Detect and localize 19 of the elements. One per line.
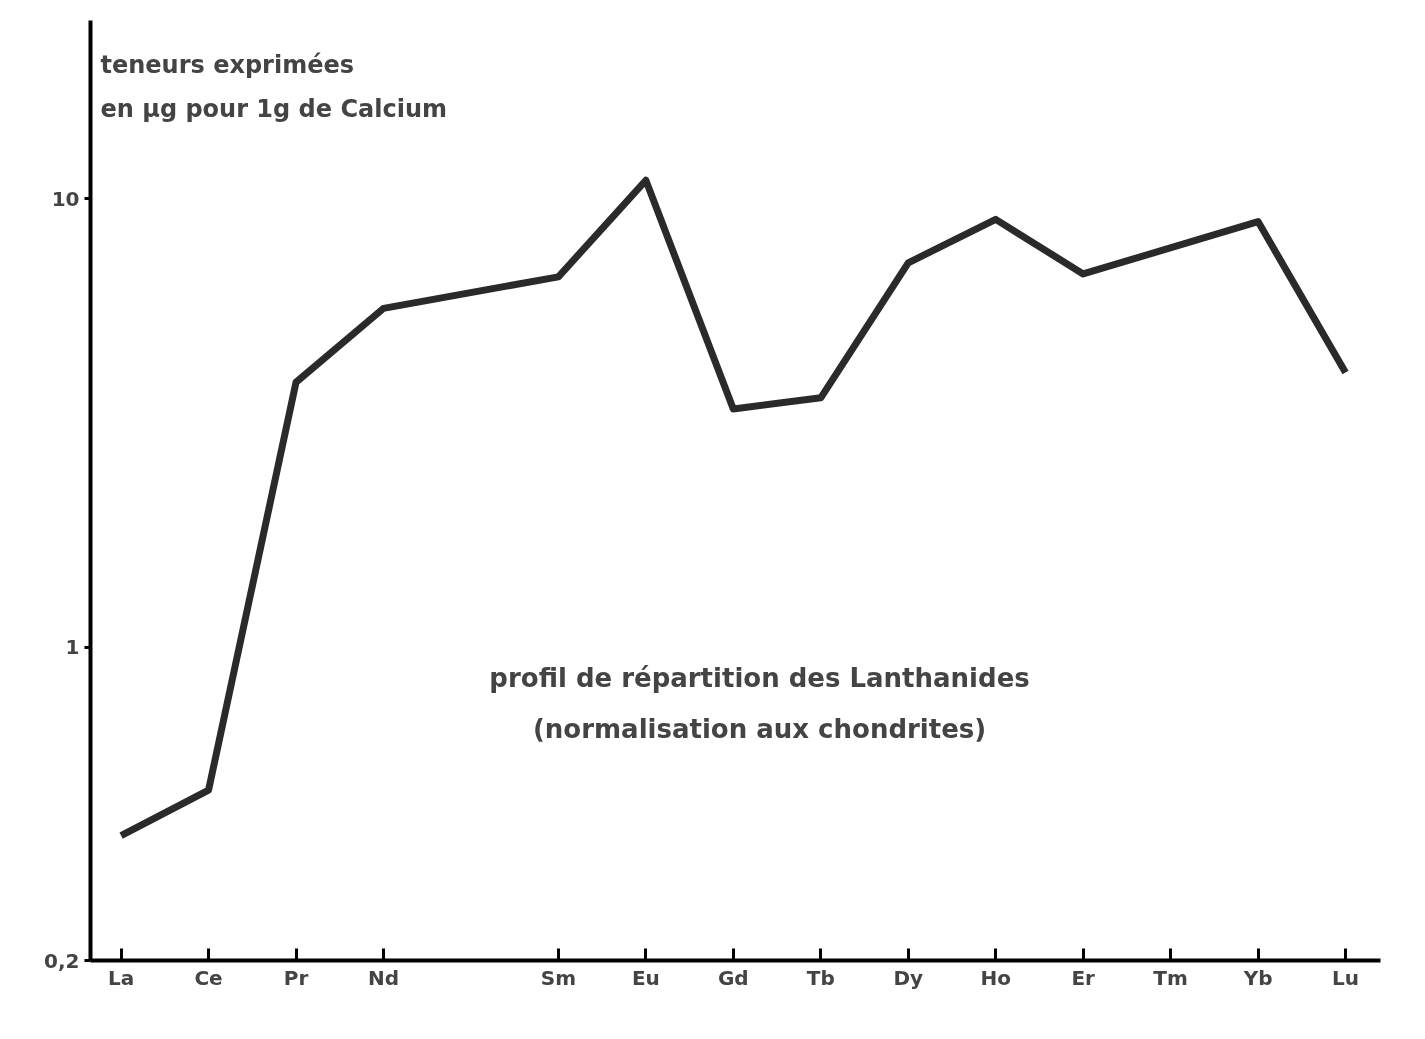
- x-tick-label: Lu: [1332, 965, 1360, 990]
- y-tick-label: 0,2: [44, 948, 80, 973]
- x-tick-label: Yb: [1242, 965, 1273, 990]
- x-tick-label: Tb: [806, 965, 835, 990]
- x-tick-label: Nd: [367, 965, 400, 990]
- y-tick-label: 10: [51, 186, 80, 211]
- x-tick-label: La: [107, 965, 135, 990]
- x-tick-label: Ho: [980, 965, 1011, 990]
- x-tick-label: Er: [1071, 965, 1096, 990]
- x-tick-label: Ce: [194, 965, 223, 990]
- text: profil de répartition des Lanthanides (normalisation aux chondrites): [489, 662, 1030, 744]
- x-tick-label: Dy: [893, 965, 924, 990]
- x-tick-label: Pr: [283, 965, 309, 990]
- x-tick-label: Gd: [717, 965, 749, 990]
- y-axis-title: teneurs exprimées en µg pour 1g de Calcium: [100, 50, 447, 124]
- x-tick-label: Eu: [631, 965, 660, 990]
- x-tick-label: Tm: [1153, 965, 1188, 990]
- y-tick-label: 1: [65, 635, 80, 660]
- x-tick-label: Sm: [540, 965, 577, 990]
